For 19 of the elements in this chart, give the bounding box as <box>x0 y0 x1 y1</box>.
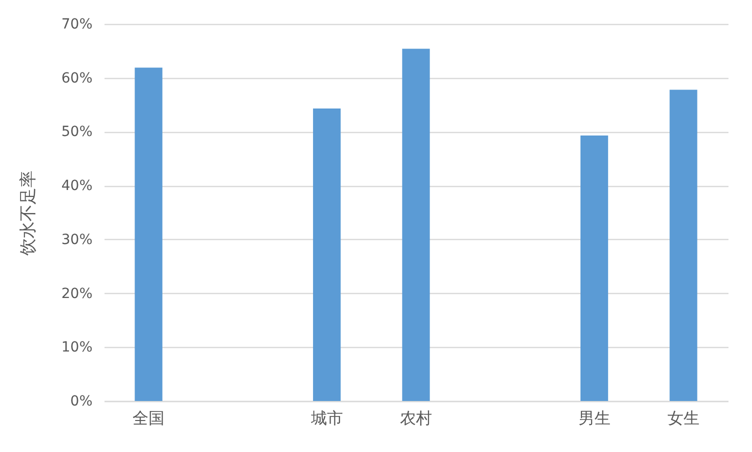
y-tick-label: 70% <box>61 16 92 32</box>
y-axis-title: 饮水不足率 <box>18 170 38 256</box>
y-tick-label: 30% <box>61 232 92 248</box>
y-tick-label: 20% <box>61 286 92 302</box>
x-tick-label: 城市 <box>310 408 343 428</box>
y-tick-label: 50% <box>61 124 92 140</box>
x-tick-label: 男生 <box>578 408 610 428</box>
bar <box>580 135 608 401</box>
y-tick-label: 10% <box>61 340 92 356</box>
bar <box>402 48 430 401</box>
x-tick-label: 全国 <box>132 408 165 428</box>
bar <box>134 68 162 401</box>
x-tick-label: 农村 <box>400 408 432 428</box>
bar <box>670 90 698 401</box>
bar <box>313 108 341 401</box>
y-tick-label: 60% <box>61 70 92 86</box>
y-tick-label: 40% <box>61 178 92 194</box>
x-tick-label: 女生 <box>667 408 700 428</box>
y-tick-label: 0% <box>70 394 92 410</box>
